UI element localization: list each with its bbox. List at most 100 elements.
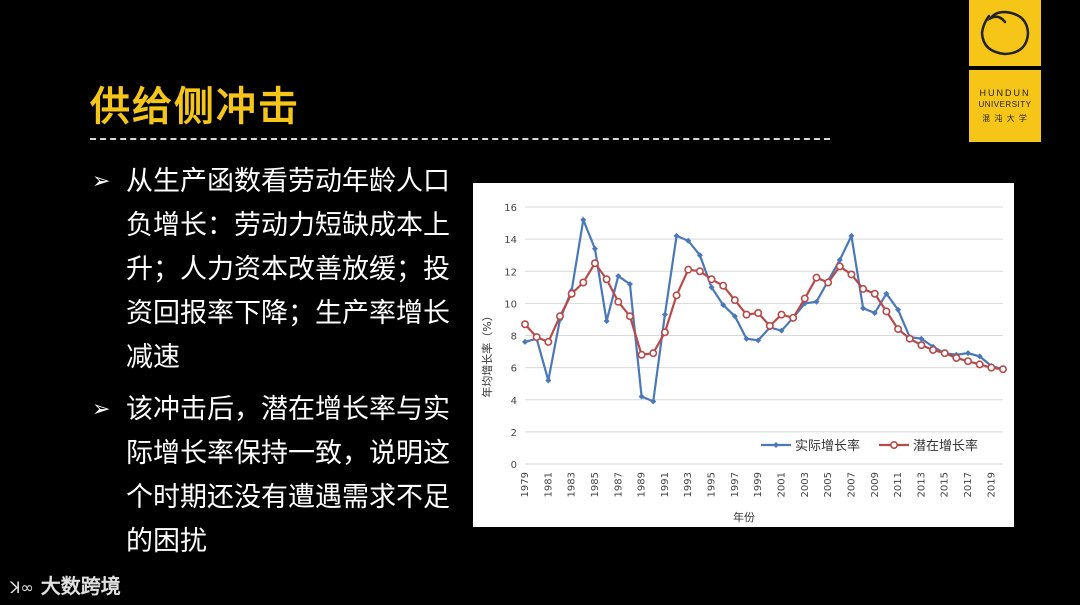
data-point [520, 320, 529, 329]
x-tick-label: 1999 [753, 472, 764, 497]
data-point [975, 360, 984, 369]
y-axis-label: 年均增长率（%） [480, 310, 494, 397]
x-tick-label: 1993 [683, 472, 694, 497]
brand-logo-icon: ꓘ∞ [10, 578, 34, 597]
data-point [987, 363, 996, 372]
data-point [625, 312, 634, 321]
logo-circle-icon [980, 10, 1030, 56]
x-tick-label: 2011 [893, 472, 904, 497]
hundun-logo: HUNDUN UNIVERSITY 混 沌 大 学 [969, 0, 1041, 142]
data-point [602, 275, 611, 284]
data-point [603, 318, 610, 325]
data-point [684, 265, 693, 274]
x-tick-label: 1983 [567, 472, 578, 497]
data-point [965, 350, 972, 357]
title-divider [90, 138, 830, 140]
data-point [626, 281, 633, 288]
data-point [579, 278, 588, 287]
data-point [755, 337, 762, 344]
data-point [720, 301, 727, 308]
y-tick-label: 12 [504, 267, 517, 278]
data-point [660, 328, 669, 337]
data-point [905, 334, 914, 343]
data-point [824, 278, 833, 287]
data-point [708, 284, 715, 291]
data-point [860, 305, 867, 312]
series-line [524, 215, 1004, 403]
slide-title: 供给侧冲击 [90, 84, 300, 130]
data-point [848, 232, 855, 239]
data-point [743, 335, 750, 342]
x-tick-label: 2015 [940, 472, 951, 497]
data-point [649, 349, 658, 358]
bullet-text: 该冲击后，潜在增长率与实际增长率保持一致，说明这个时期还没有遭遇需求不足的困扰 [126, 394, 450, 557]
data-point [591, 245, 598, 252]
data-point [835, 262, 844, 271]
bullet-text: 从生产函数看劳动年龄人口负增长：劳动力短缺成本上升；人力资本改善放缓；投资回报率… [126, 166, 450, 373]
data-point [555, 312, 564, 321]
logo-line2: UNIVERSITY [978, 100, 1032, 109]
data-point [998, 365, 1007, 374]
data-point [567, 289, 576, 298]
x-tick-label: 1989 [637, 472, 648, 497]
data-point [615, 273, 622, 280]
data-point [650, 398, 657, 405]
y-tick-label: 10 [504, 299, 517, 310]
x-tick-label: 2005 [823, 472, 834, 497]
data-point [976, 353, 983, 360]
data-point [812, 273, 821, 282]
logo-emblem [969, 0, 1041, 66]
data-point [731, 313, 738, 320]
data-point [918, 335, 925, 342]
x-tick-label: 2009 [870, 472, 881, 497]
bullet-arrow-icon: ➢ [92, 397, 111, 422]
bullet-list: ➢ 从生产函数看劳动年龄人口负增长：劳动力短缺成本上升；人力资本改善放缓；投资回… [92, 160, 457, 572]
data-point [672, 291, 681, 300]
chart-svg: 0 2 4 6 8 10 12 14 16 1979 1981 1983 1985 1987 1989 19… [480, 203, 1007, 524]
data-point [800, 294, 809, 303]
data-point [742, 310, 751, 319]
growth-rate-chart: 0 2 4 6 8 10 12 14 16 1979 1981 1983 1985 1987 1989 19… [473, 183, 1014, 527]
bullet-arrow-icon: ➢ [92, 169, 111, 194]
logo-line1: HUNDUN [979, 88, 1031, 98]
x-axis-label: 年份 [733, 510, 755, 524]
x-tick-label: 1981 [543, 472, 554, 497]
data-point [964, 357, 973, 366]
legend-marker [889, 440, 898, 449]
data-point [685, 237, 692, 244]
x-tick-label: 1987 [613, 472, 624, 497]
data-point [778, 327, 785, 334]
data-point [882, 307, 891, 316]
data-point [895, 306, 902, 313]
data-point [696, 252, 703, 259]
data-point [940, 349, 949, 358]
data-point [929, 345, 938, 354]
x-tick-label: 2007 [846, 472, 857, 497]
data-point [847, 270, 856, 279]
data-point [754, 309, 763, 318]
data-point [637, 350, 646, 359]
data-point [661, 311, 668, 318]
data-point [580, 216, 587, 223]
data-point [730, 296, 739, 305]
legend-label: 实际增长率 [795, 438, 860, 454]
x-tick-label: 2017 [963, 472, 974, 497]
bullet-item: ➢ 从生产函数看劳动年龄人口负增长：劳动力短缺成本上升；人力资本改善放缓；投资回… [92, 160, 457, 380]
data-point [883, 290, 890, 297]
data-point [859, 284, 868, 293]
legend-label: 潜在增长率 [913, 438, 978, 454]
x-tick-label: 2013 [916, 472, 927, 497]
data-point [614, 297, 623, 306]
x-tick-label: 2001 [776, 472, 787, 497]
y-tick-label: 0 [511, 460, 517, 471]
data-point [695, 267, 704, 276]
footer-text: 大数跨境 [40, 574, 121, 598]
data-point [813, 298, 820, 305]
data-point [777, 310, 786, 319]
footer-brand: ꓘ∞ 大数跨境 [10, 570, 121, 599]
data-point [871, 310, 878, 317]
data-point [545, 377, 552, 384]
x-tick-label: 1979 [520, 472, 531, 497]
data-point [673, 232, 680, 239]
y-tick-label: 2 [511, 428, 517, 439]
